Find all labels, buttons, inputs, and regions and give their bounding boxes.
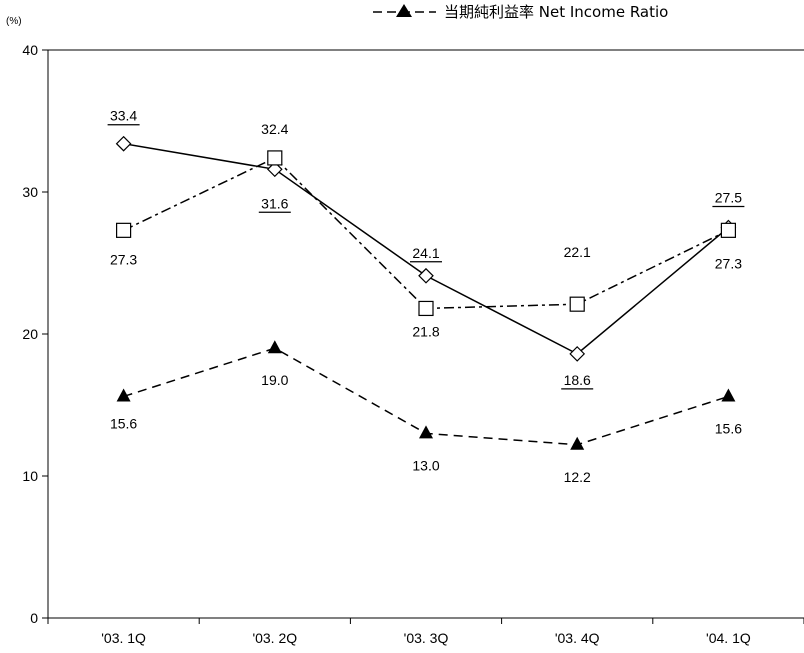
diamond-marker [266, 161, 283, 178]
y-tick-label: 40 [22, 42, 38, 58]
data-label: 32.4 [261, 121, 288, 137]
series-diamond: 33.4 31.6 24.1 18.6 27.5 [107, 108, 745, 390]
data-label: 27.3 [715, 255, 742, 271]
triangle-marker [116, 388, 131, 402]
y-unit-label: (%) [6, 16, 22, 27]
data-label: 19.0 [261, 372, 288, 388]
data-label: 12.2 [564, 469, 591, 485]
data-label: 24.1 [412, 245, 439, 261]
diamond-marker [569, 346, 586, 362]
data-label: 15.6 [715, 420, 742, 436]
series-line [123, 157, 729, 310]
y-tick-label: 30 [22, 184, 38, 200]
data-label: 27.5 [715, 190, 742, 206]
data-label: 15.6 [110, 415, 137, 431]
triangle-marker [419, 425, 433, 439]
square-marker [115, 222, 132, 238]
x-tick-label: '03. 1Q [101, 630, 146, 646]
x-tick-label: '03. 3Q [404, 630, 449, 646]
x-ticks: '03. 1Q '03. 2Q '03. 3Q '03. 4Q '04. 1Q [47, 618, 804, 646]
legend: 当期純利益率 Net Income Ratio [373, 3, 668, 21]
y-ticks: 0 10 20 30 40 [22, 42, 48, 626]
x-tick-label: '04. 1Q [706, 630, 751, 646]
legend-label: 当期純利益率 Net Income Ratio [444, 3, 668, 21]
triangle-marker [721, 388, 736, 402]
data-label: 31.6 [261, 195, 288, 211]
y-tick-label: 10 [22, 468, 38, 484]
diamond-marker [418, 267, 434, 284]
square-marker [267, 150, 283, 166]
data-label: 33.4 [110, 108, 137, 124]
data-label: 21.8 [412, 323, 439, 339]
series-triangle: 15.6 19.0 13.0 12.2 15.6 [110, 340, 742, 485]
data-label: 18.6 [564, 372, 591, 388]
data-label: 22.1 [564, 244, 591, 260]
y-tick-label: 0 [30, 610, 38, 626]
series-square: 27.3 32.4 21.8 22.1 27.3 [110, 121, 742, 340]
data-label: 27.3 [110, 251, 137, 267]
x-tick-label: '03. 4Q [555, 630, 600, 646]
triangle-marker [570, 436, 585, 450]
square-marker [418, 300, 434, 317]
square-marker [569, 296, 585, 312]
data-label: 13.0 [412, 457, 439, 473]
legend-triangle-marker-icon [396, 4, 412, 17]
diamond-marker [115, 135, 132, 152]
y-tick-label: 20 [22, 326, 38, 342]
series-layer: 33.431.624.118.627.527.332.421.822.127.3… [107, 108, 745, 485]
x-tick-label: '03. 2Q [252, 630, 297, 646]
square-marker [720, 222, 737, 238]
triangle-marker [267, 340, 282, 354]
